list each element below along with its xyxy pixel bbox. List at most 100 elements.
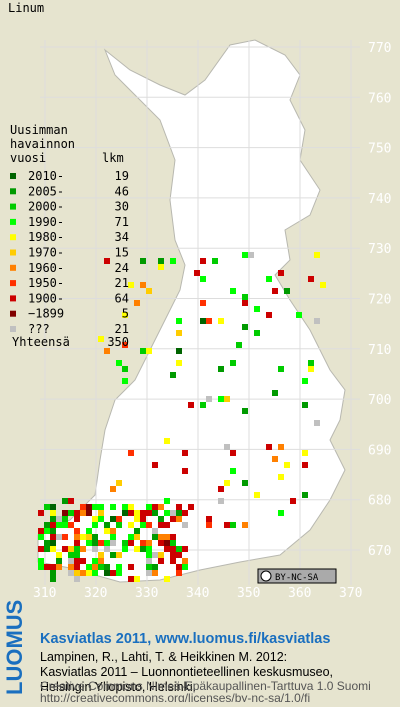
observation xyxy=(140,516,146,522)
legend-swatch xyxy=(10,203,16,210)
observation xyxy=(206,318,212,324)
observation xyxy=(128,564,134,570)
observation xyxy=(74,540,80,546)
x-label: 340 xyxy=(186,586,209,601)
observation xyxy=(50,522,56,528)
observation xyxy=(116,552,122,558)
observation xyxy=(200,402,206,408)
legend-count: 71 xyxy=(115,215,129,229)
y-label: 750 xyxy=(368,142,391,157)
total-label: Yhteensä xyxy=(12,335,70,349)
observation xyxy=(182,558,188,564)
observation xyxy=(140,258,146,264)
observation xyxy=(38,558,44,564)
observation xyxy=(104,258,110,264)
legend-swatch xyxy=(10,326,16,332)
observation xyxy=(50,504,56,510)
observation xyxy=(68,522,74,528)
observation xyxy=(56,522,62,528)
observation xyxy=(98,558,104,564)
observation xyxy=(92,546,98,552)
observation xyxy=(68,498,74,504)
observation xyxy=(62,522,68,528)
observation xyxy=(152,504,158,510)
observation xyxy=(50,528,56,534)
x-label: 320 xyxy=(84,586,107,601)
observation xyxy=(146,288,152,294)
badge-text: BY-NC-SA xyxy=(275,573,319,583)
observation xyxy=(152,534,158,540)
observation xyxy=(128,522,134,528)
observation xyxy=(146,522,152,528)
observation xyxy=(182,564,188,570)
observation xyxy=(146,546,152,552)
observation xyxy=(254,330,260,336)
observation xyxy=(236,342,242,348)
observation xyxy=(104,564,110,570)
observation xyxy=(50,534,56,540)
observation xyxy=(110,516,116,522)
observation xyxy=(134,576,140,582)
legend-count: 15 xyxy=(115,246,129,260)
legend-swatch xyxy=(10,249,16,256)
observation xyxy=(266,312,272,318)
observation xyxy=(74,570,80,576)
observation xyxy=(128,534,134,540)
y-label: 690 xyxy=(368,443,391,458)
observation xyxy=(164,438,170,444)
observation xyxy=(68,570,74,576)
observation xyxy=(320,282,326,288)
observation xyxy=(128,504,134,510)
observation xyxy=(170,558,176,564)
observation xyxy=(122,312,128,318)
observation xyxy=(242,324,248,330)
legend-count: 64 xyxy=(115,291,129,305)
map-title: Linum xyxy=(8,1,44,15)
observation xyxy=(134,300,140,306)
legend-label: ??? xyxy=(28,322,50,336)
observation xyxy=(302,462,308,468)
legend-swatch xyxy=(10,280,16,287)
legend-count: 21 xyxy=(115,322,129,336)
observation xyxy=(230,468,236,474)
observation xyxy=(92,564,98,570)
observation xyxy=(116,360,122,366)
observation xyxy=(86,534,92,540)
observation xyxy=(152,552,158,558)
x-label: 360 xyxy=(288,586,311,601)
observation xyxy=(290,498,296,504)
observation xyxy=(68,564,74,570)
observation xyxy=(242,480,248,486)
observation xyxy=(44,546,50,552)
observation xyxy=(74,534,80,540)
observation xyxy=(182,450,188,456)
observation xyxy=(92,516,98,522)
observation xyxy=(170,258,176,264)
observation xyxy=(278,366,284,372)
legend-heading: Uusimman xyxy=(10,123,68,137)
observation xyxy=(152,564,158,570)
observation xyxy=(218,318,224,324)
y-label: 670 xyxy=(368,544,391,559)
observation xyxy=(110,534,116,540)
observation xyxy=(74,546,80,552)
observation xyxy=(50,564,56,570)
observation xyxy=(140,540,146,546)
observation xyxy=(38,534,44,540)
observation xyxy=(206,396,212,402)
cc-badge: BY-NC-SA xyxy=(257,568,337,584)
observation xyxy=(80,558,86,564)
observation xyxy=(170,552,176,558)
observation xyxy=(164,498,170,504)
observation xyxy=(200,318,206,324)
observation xyxy=(308,276,314,282)
y-label: 680 xyxy=(368,494,391,509)
observation xyxy=(254,306,260,312)
observation xyxy=(158,558,164,564)
observation xyxy=(146,558,152,564)
observation xyxy=(182,522,188,528)
observation xyxy=(38,546,44,552)
observation xyxy=(44,504,50,510)
observation xyxy=(56,564,62,570)
observation xyxy=(50,510,56,516)
